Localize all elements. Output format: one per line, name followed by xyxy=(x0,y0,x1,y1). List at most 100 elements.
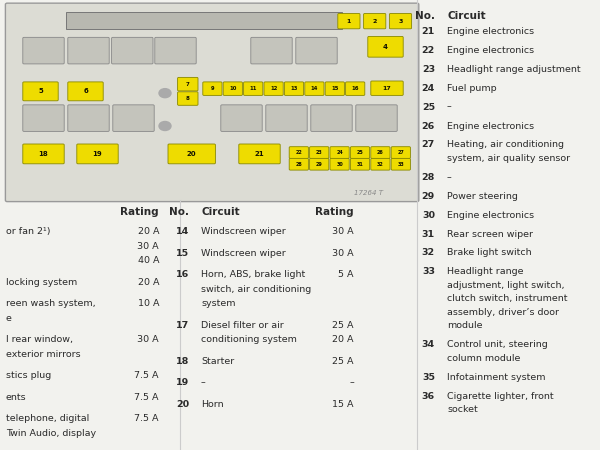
Text: Engine electronics: Engine electronics xyxy=(447,211,534,220)
Text: 30 A: 30 A xyxy=(332,227,354,236)
Text: 23: 23 xyxy=(422,65,435,74)
Text: 25: 25 xyxy=(422,103,435,112)
Text: 18: 18 xyxy=(38,151,49,157)
Text: 26: 26 xyxy=(377,150,384,155)
Text: 7.5 A: 7.5 A xyxy=(134,371,159,380)
FancyBboxPatch shape xyxy=(325,82,344,95)
Text: clutch switch, instrument: clutch switch, instrument xyxy=(447,294,568,303)
Text: 30: 30 xyxy=(422,211,435,220)
Text: 30: 30 xyxy=(336,162,343,167)
Text: 10: 10 xyxy=(229,86,236,91)
Text: 31: 31 xyxy=(422,230,435,238)
Text: 30 A: 30 A xyxy=(137,335,159,344)
Text: adjustment, light switch,: adjustment, light switch, xyxy=(447,281,565,290)
Text: Circuit: Circuit xyxy=(201,207,239,217)
Text: Engine electronics: Engine electronics xyxy=(447,27,534,36)
Text: 27: 27 xyxy=(397,150,404,155)
FancyBboxPatch shape xyxy=(284,82,304,95)
FancyBboxPatch shape xyxy=(266,105,307,131)
FancyBboxPatch shape xyxy=(389,14,412,29)
Text: 16: 16 xyxy=(176,270,189,279)
FancyBboxPatch shape xyxy=(356,105,397,131)
FancyBboxPatch shape xyxy=(264,82,283,95)
Text: Cigarette lighter, front: Cigarette lighter, front xyxy=(447,392,554,400)
FancyBboxPatch shape xyxy=(289,147,308,158)
Text: Horn, ABS, brake light: Horn, ABS, brake light xyxy=(201,270,305,279)
FancyBboxPatch shape xyxy=(112,37,153,64)
FancyBboxPatch shape xyxy=(221,105,262,131)
Text: 27: 27 xyxy=(422,140,435,149)
Text: 28: 28 xyxy=(422,173,435,182)
Text: l rear window,: l rear window, xyxy=(6,335,73,344)
FancyBboxPatch shape xyxy=(364,14,386,29)
Text: 8: 8 xyxy=(186,96,190,101)
FancyBboxPatch shape xyxy=(178,92,198,105)
FancyBboxPatch shape xyxy=(223,82,242,95)
Text: socket: socket xyxy=(447,405,478,414)
FancyBboxPatch shape xyxy=(350,158,370,170)
Text: 24: 24 xyxy=(422,84,435,93)
Text: 29: 29 xyxy=(422,192,435,201)
Text: 9: 9 xyxy=(211,86,214,91)
FancyBboxPatch shape xyxy=(338,14,360,29)
Text: switch, air conditioning: switch, air conditioning xyxy=(201,285,311,294)
Text: 14: 14 xyxy=(176,227,189,236)
Text: 6: 6 xyxy=(83,88,88,94)
FancyBboxPatch shape xyxy=(203,82,222,95)
Text: or fan 2¹): or fan 2¹) xyxy=(6,227,50,236)
Text: 11: 11 xyxy=(250,86,257,91)
Text: 24: 24 xyxy=(336,150,343,155)
Text: Windscreen wiper: Windscreen wiper xyxy=(201,227,286,236)
Text: exterior mirrors: exterior mirrors xyxy=(6,350,80,359)
Text: 14: 14 xyxy=(311,86,318,91)
Circle shape xyxy=(159,122,171,130)
FancyBboxPatch shape xyxy=(391,147,410,158)
Text: 32: 32 xyxy=(377,162,384,167)
FancyBboxPatch shape xyxy=(23,144,64,164)
Text: 34: 34 xyxy=(422,340,435,349)
Text: 20 A: 20 A xyxy=(332,335,354,344)
Text: 22: 22 xyxy=(295,150,302,155)
FancyBboxPatch shape xyxy=(5,3,419,202)
Text: 7: 7 xyxy=(186,81,190,87)
Text: 1: 1 xyxy=(347,18,351,24)
Text: Headlight range: Headlight range xyxy=(447,267,523,276)
FancyBboxPatch shape xyxy=(155,37,196,64)
FancyBboxPatch shape xyxy=(68,105,109,131)
Text: conditioning system: conditioning system xyxy=(201,335,297,344)
Text: Horn: Horn xyxy=(201,400,224,409)
Text: 40 A: 40 A xyxy=(137,256,159,265)
Text: Engine electronics: Engine electronics xyxy=(447,122,534,130)
Text: 30 A: 30 A xyxy=(332,249,354,258)
Text: –: – xyxy=(447,103,452,112)
FancyBboxPatch shape xyxy=(346,82,365,95)
Text: 33: 33 xyxy=(397,162,404,167)
Text: 19: 19 xyxy=(92,151,103,157)
FancyBboxPatch shape xyxy=(168,144,215,164)
Text: Fuel pump: Fuel pump xyxy=(447,84,497,93)
Text: Windscreen wiper: Windscreen wiper xyxy=(201,249,286,258)
FancyBboxPatch shape xyxy=(113,105,154,131)
FancyBboxPatch shape xyxy=(391,158,410,170)
Text: Control unit, steering: Control unit, steering xyxy=(447,340,548,349)
FancyBboxPatch shape xyxy=(23,105,64,131)
Text: Circuit: Circuit xyxy=(447,11,485,21)
Text: 15: 15 xyxy=(176,249,189,258)
Text: 30 A: 30 A xyxy=(137,242,159,251)
Text: ents: ents xyxy=(6,393,26,402)
Text: module: module xyxy=(447,321,482,330)
FancyBboxPatch shape xyxy=(68,82,103,101)
Text: No.: No. xyxy=(415,11,435,21)
Text: reen wash system,: reen wash system, xyxy=(6,299,95,308)
Text: 18: 18 xyxy=(176,357,189,366)
FancyBboxPatch shape xyxy=(178,77,198,91)
Text: 15: 15 xyxy=(331,86,338,91)
Text: 20: 20 xyxy=(176,400,189,409)
Text: assembly, driver’s door: assembly, driver’s door xyxy=(447,308,559,317)
Text: 5 A: 5 A xyxy=(338,270,354,279)
Text: stics plug: stics plug xyxy=(6,371,51,380)
Text: 19: 19 xyxy=(176,378,189,387)
Text: 7.5 A: 7.5 A xyxy=(134,414,159,423)
Text: Rating: Rating xyxy=(316,207,354,217)
Text: Power steering: Power steering xyxy=(447,192,518,201)
